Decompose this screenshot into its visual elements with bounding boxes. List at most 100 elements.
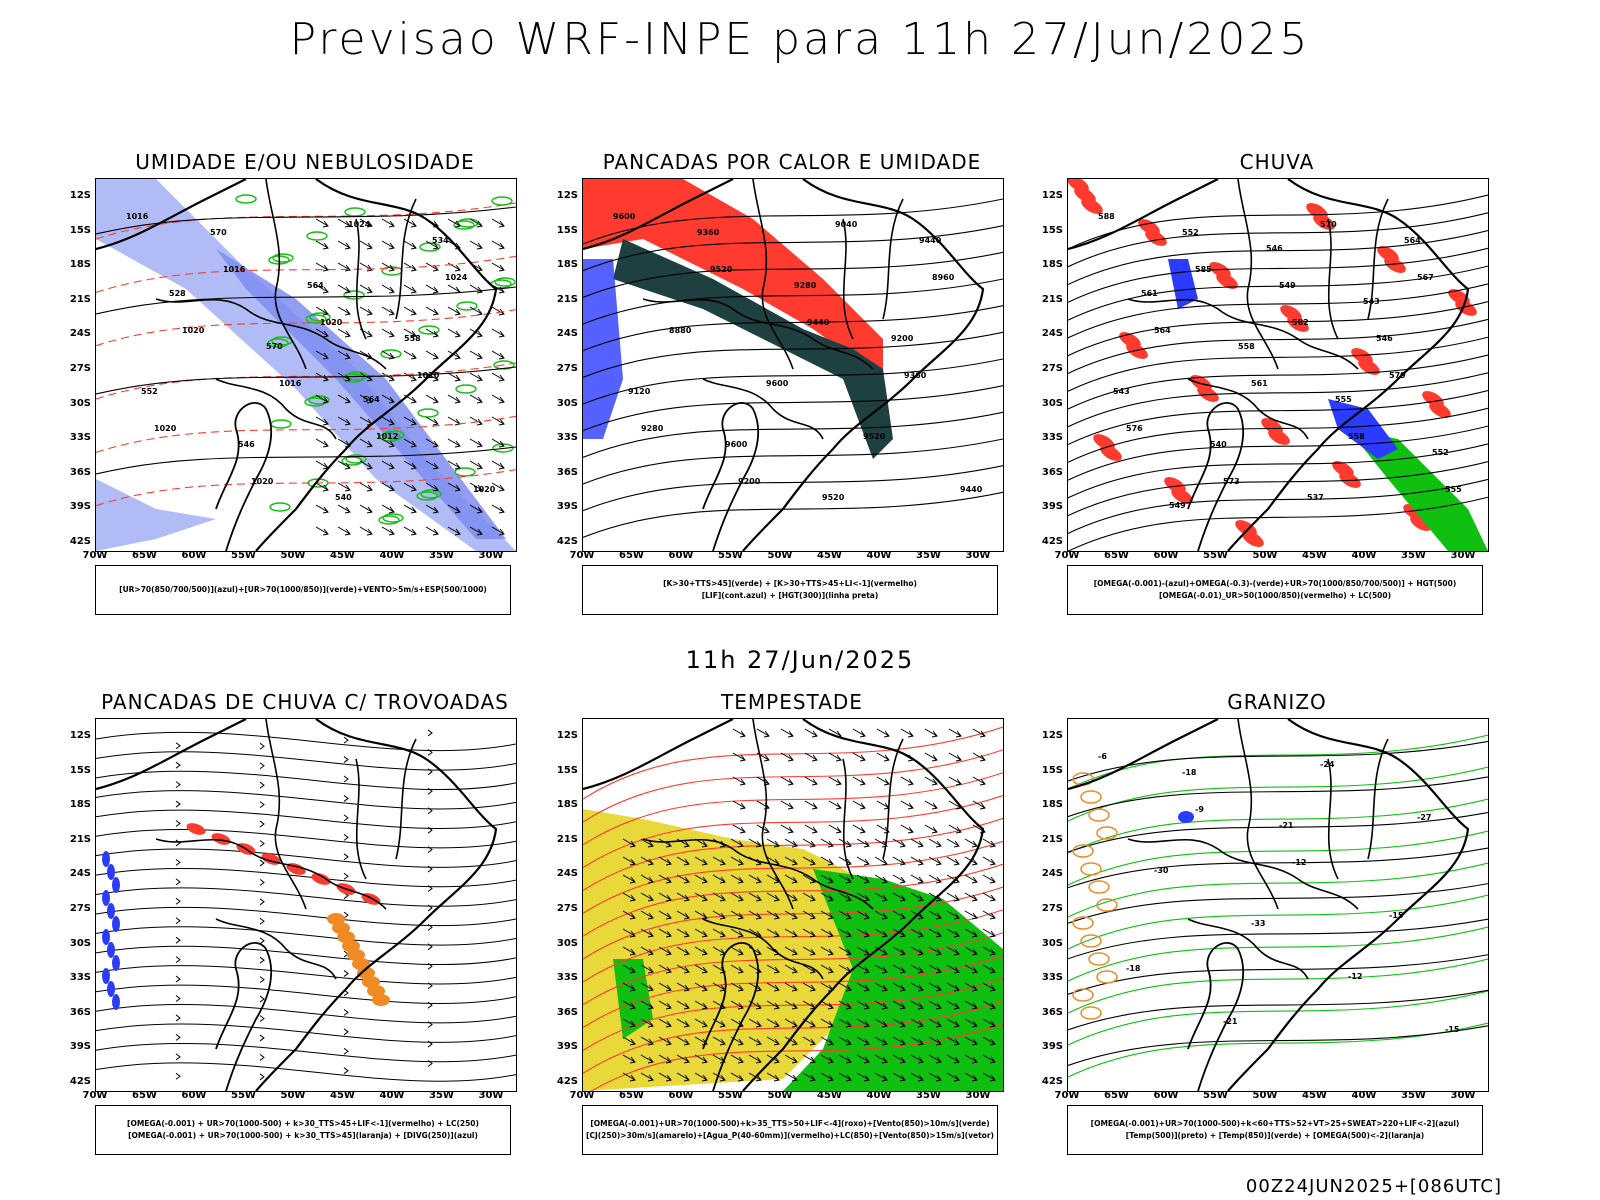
streamline-250 [96, 809, 516, 829]
wind-vector [425, 504, 439, 514]
contour-label: 567 [1417, 273, 1434, 282]
contour-label: -15 [1389, 911, 1404, 920]
wind-vector [381, 394, 395, 404]
wind-vector [838, 1054, 852, 1064]
lat-tick-label: 42S [69, 1076, 91, 1087]
legend-line: [OMEGA(-0.001)-(azul)+OMEGA(-0.3)-(verde… [1093, 579, 1457, 588]
wind-vector [802, 982, 816, 992]
wind-vector [852, 752, 866, 762]
lon-tick-label: 50W [767, 550, 793, 561]
contour-label: 561 [1141, 289, 1158, 298]
wind-vector [658, 892, 672, 902]
height-500-contour [1068, 318, 1488, 374]
low-level-humidity-contour [491, 196, 513, 206]
wind-vector [359, 284, 373, 294]
lat-tick-label: 24S [556, 328, 578, 340]
temp-500-contour [1068, 847, 1488, 889]
height-contour [583, 411, 1003, 458]
omega-500-area [1080, 790, 1102, 804]
streamline-250 [96, 1004, 516, 1024]
wind-vector [924, 776, 938, 786]
wind-vector [856, 856, 870, 866]
flow-arrow [175, 995, 181, 1002]
contour-label: 9120 [628, 387, 651, 396]
wind-vector [447, 482, 461, 492]
contour-label: 543 [1113, 387, 1130, 396]
panel-title: PANCADAS POR CALOR E UMIDADE [602, 150, 982, 174]
map-canvas: 9600 9520 9440 9360 9280 9200 9040 8960 8880 9600… [583, 179, 1003, 551]
wind-vector [491, 350, 505, 360]
wind-vector [469, 350, 483, 360]
flow-arrow [427, 943, 433, 951]
height-contour [583, 278, 1003, 325]
wind-vector [948, 752, 962, 762]
contour-label: 9520 [822, 493, 845, 502]
lon-tick-label: 55W [231, 1090, 256, 1101]
height-contour [583, 251, 1003, 298]
lat-tick-label: 36S [556, 1006, 578, 1018]
flow-arrow [175, 800, 181, 808]
wind-vector [381, 482, 395, 492]
wind-vector [403, 460, 417, 470]
lat-tick-label: 24S [556, 868, 578, 880]
contour-label: 537 [1307, 493, 1324, 502]
wind-vector [676, 1036, 690, 1046]
wind-vector [892, 1054, 906, 1064]
map-tempestade [582, 718, 1004, 1092]
lon-tick-label: 45W [817, 550, 842, 561]
wind-vector [732, 800, 746, 810]
wind-vector [622, 910, 636, 920]
wind-vector [828, 776, 842, 786]
wind-vector [315, 416, 329, 426]
wind-vector [337, 350, 351, 360]
panel-trovoadas: PANCADAS DE CHUVA C/ TROVOADAS 12S 15S 18S 2… [55, 690, 535, 1180]
flow-arrow [259, 995, 265, 1003]
wind-vector [910, 964, 924, 974]
wind-vector [946, 1036, 960, 1046]
flow-arrow [259, 820, 265, 828]
wind-vector [403, 350, 417, 360]
contour-label: 1016 [223, 265, 246, 274]
unstable-area [583, 179, 883, 379]
wind-vector [780, 728, 794, 738]
wind-vector [946, 982, 960, 992]
contour-label: 9360 [904, 371, 927, 380]
wind-vector [972, 752, 986, 762]
country-borders [642, 179, 904, 440]
height-contour [583, 305, 1003, 352]
low-level-humidity-contour [493, 360, 515, 370]
lon-tick-label: 35W [429, 1090, 454, 1101]
wind-vector [425, 306, 439, 316]
wind-vector [828, 824, 842, 834]
streamline-250 [96, 1042, 516, 1063]
wind-vector [403, 328, 417, 338]
wind-vector [802, 1054, 816, 1064]
wind-vector [315, 526, 329, 536]
wind-vector [838, 1036, 852, 1046]
flow-arrow [175, 781, 181, 789]
wind-vector [964, 910, 978, 920]
wind-vector [676, 838, 690, 848]
wind-vector [337, 482, 351, 492]
wind-vector [802, 946, 816, 956]
lat-tick-label: 39S [1041, 501, 1063, 513]
run-stamp: 00Z24JUN2025+[086UTC] [1245, 1176, 1502, 1197]
lon-tick-label: 30W [1450, 1090, 1476, 1101]
divergence-area [102, 890, 110, 906]
wind-vector [403, 482, 417, 492]
lon-tick-label: 70W [569, 1090, 595, 1101]
wind-vector [469, 504, 483, 514]
wind-vector [820, 1036, 834, 1046]
rain-omega-area [1081, 198, 1103, 214]
shower-area [367, 985, 385, 997]
wind-vector [766, 1018, 780, 1028]
flow-arrow [343, 1028, 349, 1036]
wind-vector [892, 946, 906, 956]
wind-vector [838, 856, 852, 866]
lon-tick-label: 55W [1203, 1090, 1228, 1101]
wind-vector [491, 482, 505, 492]
panel-title: CHUVA [1239, 150, 1315, 174]
wind-vector [946, 1000, 960, 1010]
wind-vector [425, 240, 439, 250]
wind-vector [491, 460, 505, 470]
